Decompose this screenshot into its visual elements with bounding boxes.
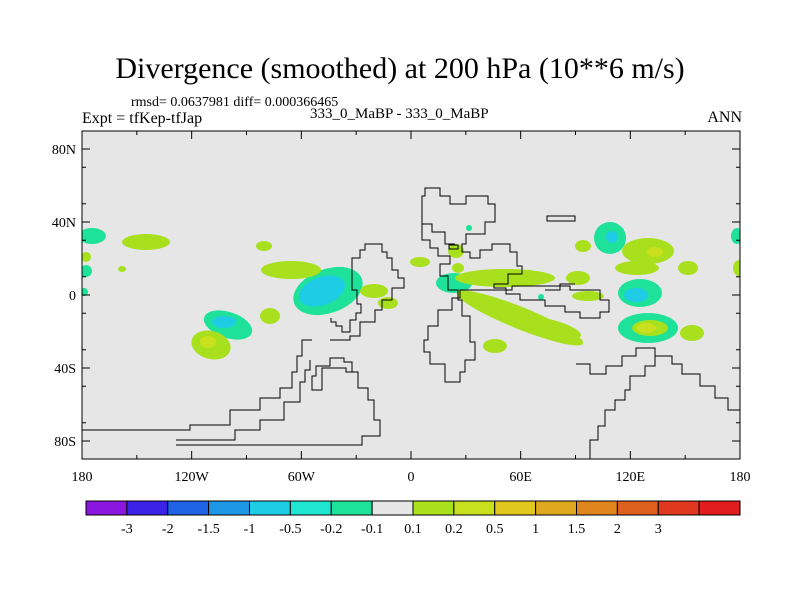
season-label: ANN — [707, 109, 742, 126]
axis-ticks — [81, 131, 741, 459]
colorbar-swatch — [657, 500, 700, 516]
experiment-label: Expt = tfKep-tfJap — [82, 110, 203, 127]
contour-positive — [572, 291, 604, 301]
colorbar-swatch — [371, 500, 414, 516]
colorbar-swatch — [412, 500, 455, 516]
y-tick-label: 80N — [52, 143, 76, 158]
x-tick-label: 60W — [288, 470, 316, 485]
colorbar-swatch — [289, 500, 332, 516]
colorbar-swatch — [453, 500, 496, 516]
continent-outlines — [82, 187, 740, 459]
contour-positive — [378, 297, 398, 309]
colorbar-swatch — [126, 500, 169, 516]
contour-positive — [522, 317, 582, 339]
y-tick-label: 80S — [54, 435, 76, 450]
colorbar-labels: -3 -2 -1.5 -1 -0.5 -0.2 -0.1 0.1 0.2 0.5 1 1.5 2 3 — [121, 522, 662, 537]
contour-positive-strong — [647, 247, 663, 257]
y-tick-label: 0 — [69, 289, 76, 304]
coastline-asia-east — [545, 283, 575, 291]
contour-positive — [256, 241, 272, 251]
x-tick-label: 120W — [175, 470, 210, 485]
y-tick-label: 40S — [54, 362, 76, 377]
contour-positive — [410, 257, 430, 267]
x-tick-label: 180 — [730, 470, 751, 485]
contour-positive — [261, 261, 321, 279]
contour-positive — [118, 266, 126, 272]
rmsd-diff-stats: rmsd= 0.0637981 diff= 0.000366465 — [131, 95, 339, 110]
coastline-americas — [330, 243, 405, 341]
colorbar-label: 2 — [614, 522, 621, 537]
contour-positive — [360, 284, 388, 298]
coastline-south-tail — [589, 356, 656, 459]
contour-negative-strong — [624, 288, 648, 302]
divergence-contours — [82, 222, 740, 360]
contour-negative-strong — [298, 275, 346, 307]
colorbar-label: -2 — [162, 522, 174, 537]
colorbar-label: 0.5 — [486, 522, 504, 537]
contour-negative — [466, 225, 472, 231]
colorbar-swatch — [576, 500, 618, 516]
contour-positive — [733, 260, 740, 276]
contour-positive — [448, 244, 464, 258]
colorbar-label: -1 — [244, 522, 256, 537]
x-tick-label: 60E — [509, 470, 532, 485]
coastline-southern-2 — [176, 360, 311, 441]
colorbar-swatch — [494, 500, 537, 516]
colorbar-swatch — [535, 500, 577, 516]
contour-positive — [575, 240, 591, 252]
landmass-japan — [546, 215, 576, 222]
contour-positive — [615, 261, 659, 275]
colorbar-label: 0.2 — [445, 522, 463, 537]
contour-positive-strong — [200, 336, 216, 348]
colorbar-swatch — [85, 500, 128, 516]
colorbar-swatch — [616, 500, 659, 516]
y-tick-label: 40N — [52, 216, 76, 231]
colorbar-label: -3 — [121, 522, 133, 537]
case-comparison-label: 333_0_MaBP - 333_0_MaBP — [310, 106, 489, 122]
contour-positive — [483, 339, 507, 353]
contour-positive — [680, 325, 704, 341]
colorbar-swatch — [249, 500, 291, 516]
contour-positive — [678, 261, 698, 275]
colorbar-label: 1 — [532, 522, 539, 537]
contour-negative — [82, 228, 106, 244]
colorbar-swatch — [208, 500, 250, 516]
colorbar-label: 0.1 — [404, 522, 422, 537]
colorbar-swatch — [698, 500, 741, 516]
colorbar-label: -0.2 — [320, 522, 342, 537]
contour-negative — [82, 265, 92, 277]
x-tick-label: 120E — [616, 470, 646, 485]
contour-positive-strong — [636, 323, 656, 333]
colorbar-swatch — [330, 500, 373, 516]
contour-positive — [260, 308, 280, 324]
axis-tick-labels: 180 120W 60W 0 60E 120E 180 80N 40N 0 40S 80S — [52, 143, 751, 485]
contour-positive — [122, 234, 170, 250]
coastline-afro-eurasia — [421, 187, 610, 383]
contour-negative — [538, 294, 544, 300]
contour-positive — [455, 269, 555, 287]
contour-positive — [566, 271, 590, 285]
coastline-southern-3 — [176, 357, 381, 446]
contour-negative — [731, 228, 740, 244]
contour-positive — [452, 263, 464, 273]
coastline-southern-1 — [82, 339, 312, 431]
colorbar — [85, 500, 741, 516]
coastline-australia — [576, 347, 740, 430]
colorbar-label: -0.1 — [361, 522, 383, 537]
contour-positive — [82, 252, 91, 262]
colorbar-label: -0.5 — [279, 522, 301, 537]
contour-negative-strong — [212, 316, 236, 328]
x-tick-label: 180 — [72, 470, 93, 485]
coastline-north-europe — [422, 223, 455, 245]
contour-negative — [82, 288, 88, 296]
plot-title: Divergence (smoothed) at 200 hPa (10**6 … — [115, 52, 685, 85]
landmass-island — [448, 244, 459, 250]
colorbar-label: 3 — [655, 522, 662, 537]
contour-negative-strong — [606, 231, 618, 243]
colorbar-swatch — [167, 500, 210, 516]
colorbar-label: 1.5 — [568, 522, 586, 537]
x-tick-label: 0 — [408, 470, 415, 485]
colorbar-label: -1.5 — [198, 522, 220, 537]
